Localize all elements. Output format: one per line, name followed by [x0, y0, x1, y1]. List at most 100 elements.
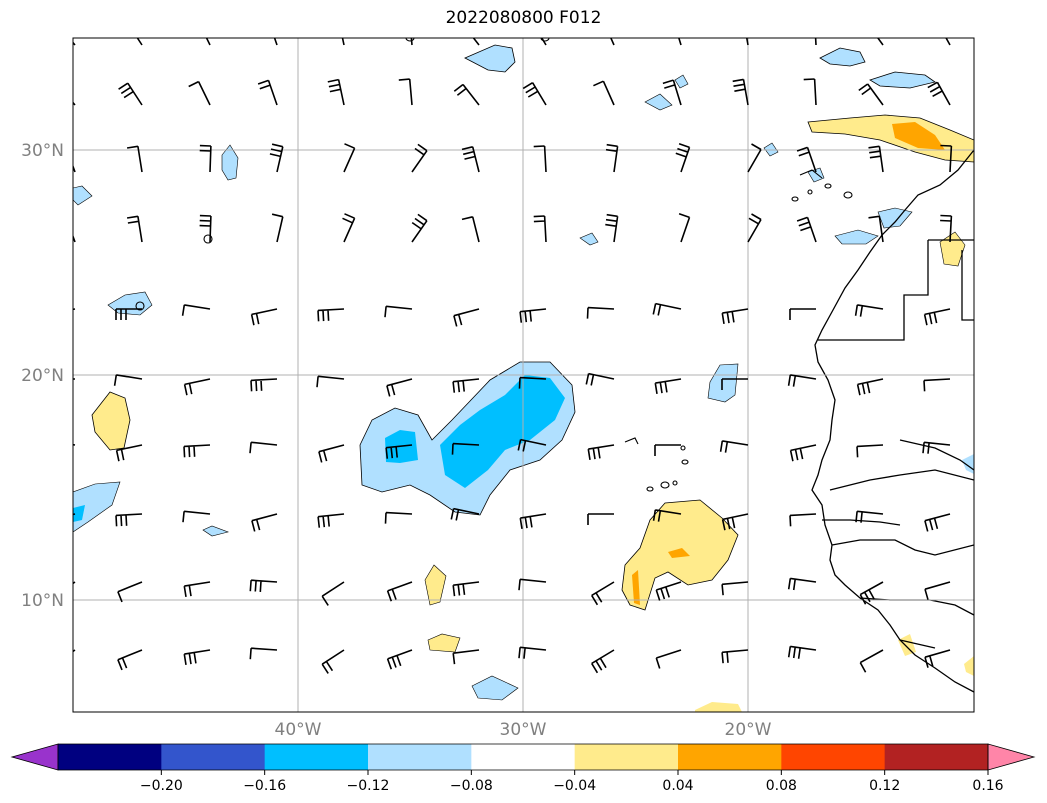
- blue-anomaly-9: [73, 481, 121, 533]
- wind-barb: [605, 143, 619, 173]
- wind-barb: [859, 581, 884, 605]
- wind-barb: [183, 378, 211, 396]
- wind-barb: [859, 649, 884, 673]
- blue-anomaly-6: [221, 144, 239, 181]
- wind-barb: [113, 374, 143, 386]
- wind-barb: [316, 375, 345, 388]
- wind-barb: [518, 646, 547, 659]
- wind-barb: [118, 82, 143, 106]
- wind-barb: [721, 308, 749, 325]
- wind-barb: [398, 78, 413, 106]
- wind-barb: [452, 649, 480, 665]
- wind-barb: [115, 444, 143, 462]
- wind-barb: [317, 513, 345, 528]
- wind-barb: [655, 649, 682, 669]
- wind-barb: [73, 101, 76, 106]
- blue-anomaly-7: [73, 185, 93, 206]
- latitude-labels: 30°N 20°N 10°N: [21, 141, 64, 611]
- wind-barb: [855, 510, 884, 523]
- wind-barb: [271, 213, 284, 243]
- wind-barb: [675, 143, 691, 173]
- wind-barb: [923, 378, 951, 392]
- blue-anomaly-north-1: [464, 44, 516, 73]
- wind-barb: [522, 82, 547, 106]
- colorbar-extend-low: [10, 743, 59, 771]
- wind-barb: [923, 308, 951, 326]
- wind-barb: [540, 38, 547, 46]
- wind-barb: [856, 444, 884, 458]
- wind-barb: [453, 308, 480, 327]
- wind-barb: [924, 513, 951, 532]
- wind-barb: [587, 513, 614, 525]
- wind-barb: [461, 216, 480, 243]
- wind-barb: [472, 38, 480, 46]
- colorbar: −0.20 −0.16 −0.12 −0.08 −0.04 0.04 0.08 0.12 0.1…: [10, 743, 1036, 794]
- yellow-anomaly-south: [695, 702, 742, 712]
- wind-barb: [789, 444, 817, 462]
- wind-barb: [605, 213, 619, 243]
- wind-barb: [652, 302, 682, 316]
- wind-barb: [317, 308, 345, 322]
- wind-barb: [411, 213, 428, 243]
- wind-barb: [386, 378, 413, 397]
- yellow-anomaly-s2: [427, 633, 461, 653]
- wind-barb: [854, 304, 884, 317]
- lat-label: 20°N: [21, 366, 64, 386]
- wind-barb: [593, 80, 615, 106]
- wind-barb: [517, 438, 547, 452]
- colorbar-tick-label: 0.08: [766, 778, 797, 794]
- wind-barb: [796, 146, 817, 173]
- wind-barb: [655, 581, 682, 601]
- wind-barb: [585, 372, 615, 386]
- colorbar-tick-label: 0.12: [869, 778, 900, 794]
- wind-barb: [342, 213, 356, 243]
- yellow-anomaly-guinea: [898, 634, 916, 656]
- wind-barb: [182, 510, 211, 523]
- wind-barb: [183, 649, 211, 666]
- wind-barb: [126, 215, 143, 243]
- blue-anomaly-12: [579, 232, 599, 246]
- wind-barb: [251, 513, 278, 532]
- wind-barb: [117, 581, 143, 603]
- wind-barb: [188, 80, 211, 106]
- wind-barb: [205, 38, 211, 46]
- wind-barb: [73, 443, 76, 446]
- wind-barb: [924, 581, 951, 600]
- map-frame: [72, 37, 975, 713]
- wind-barb: [591, 581, 615, 606]
- wind-barb: [181, 304, 211, 316]
- colorbar-tick-label: −0.04: [553, 778, 596, 794]
- blue-anomaly-14: [877, 207, 913, 229]
- wind-barb: [533, 145, 547, 173]
- wind-barb: [587, 444, 615, 461]
- longitude-labels: 40°W 30°W 20°W: [275, 720, 772, 740]
- orange-anomaly-cv-1: [668, 548, 690, 558]
- wind-barb: [73, 649, 76, 653]
- wind-barb: [787, 645, 817, 659]
- wind-barb: [249, 579, 278, 592]
- yellow-anomaly-se: [964, 656, 974, 676]
- wind-barb: [876, 38, 884, 46]
- wind-barb: [461, 146, 480, 173]
- wind-barb: [518, 578, 547, 591]
- blue-anomaly-13: [834, 229, 879, 245]
- wind-barb: [868, 215, 884, 243]
- colorbar-tick-label: −0.20: [140, 778, 183, 794]
- orange-anomaly-canary: [892, 122, 945, 150]
- wind-barb: [452, 581, 480, 597]
- wind-barb: [384, 305, 413, 318]
- wind-barb: [273, 38, 278, 46]
- wind-barb: [796, 216, 817, 243]
- wind-barb: [341, 38, 345, 46]
- wind-barb: [858, 83, 884, 106]
- blue-anomaly-17: [807, 167, 825, 183]
- wind-barb: [115, 308, 142, 320]
- wind-barb: [814, 38, 817, 46]
- blue-anomaly-18: [962, 454, 974, 474]
- wind-barb: [591, 649, 615, 674]
- orange-anomaly-cv-2: [632, 570, 640, 605]
- lon-label: 20°W: [725, 720, 772, 740]
- wind-barb: [924, 649, 951, 668]
- wind-barb: [586, 306, 615, 319]
